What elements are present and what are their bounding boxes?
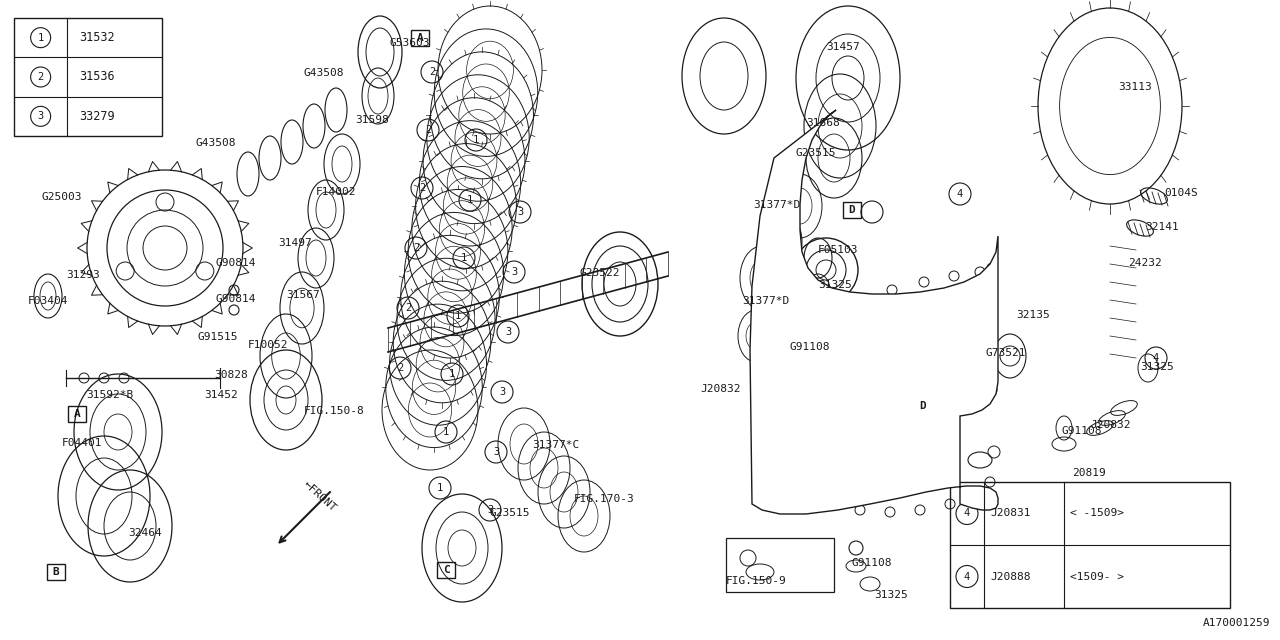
Text: F05103: F05103 (818, 245, 859, 255)
Text: G25003: G25003 (42, 192, 82, 202)
Text: 1: 1 (449, 369, 456, 379)
Text: 32135: 32135 (1016, 310, 1050, 320)
Text: F10052: F10052 (248, 340, 288, 350)
Text: G90814: G90814 (215, 258, 256, 268)
Text: G73521: G73521 (986, 348, 1025, 358)
Text: 1: 1 (461, 253, 467, 263)
Text: 3: 3 (511, 267, 517, 277)
Text: 31293: 31293 (67, 270, 100, 280)
Text: A: A (416, 33, 424, 43)
Text: 31536: 31536 (79, 70, 115, 83)
Text: G91108: G91108 (1062, 426, 1102, 436)
Text: 31325: 31325 (818, 280, 851, 290)
Text: D: D (849, 205, 855, 215)
Text: G91108: G91108 (852, 558, 892, 568)
Text: J20888: J20888 (989, 572, 1030, 582)
Text: 33113: 33113 (1117, 82, 1152, 92)
Text: 2: 2 (397, 363, 403, 373)
Text: 2: 2 (425, 125, 431, 135)
Text: 3: 3 (493, 447, 499, 457)
Text: J20831: J20831 (989, 509, 1030, 518)
Text: 4: 4 (957, 189, 963, 199)
Text: G43508: G43508 (303, 68, 343, 78)
Text: 32141: 32141 (1146, 222, 1179, 232)
Text: J20832: J20832 (700, 384, 741, 394)
Text: 3: 3 (486, 505, 493, 515)
Text: 1: 1 (436, 483, 443, 493)
Bar (411, 30, 429, 46)
Text: 4: 4 (964, 509, 970, 518)
Bar (436, 562, 454, 578)
Text: 33279: 33279 (79, 110, 115, 123)
Text: 2: 2 (37, 72, 44, 82)
Text: 2: 2 (404, 303, 411, 313)
Text: 2: 2 (429, 67, 435, 77)
Text: 31497: 31497 (278, 238, 312, 248)
Text: 1: 1 (472, 135, 479, 145)
Text: C: C (443, 565, 449, 575)
Text: 31457: 31457 (826, 42, 860, 52)
Text: 0104S: 0104S (1164, 188, 1198, 198)
Bar (914, 398, 932, 414)
Text: 31325: 31325 (874, 590, 908, 600)
Text: FIG.150-9: FIG.150-9 (726, 576, 786, 586)
Text: 31598: 31598 (355, 115, 389, 125)
Text: A: A (74, 409, 81, 419)
Text: 3: 3 (499, 387, 506, 397)
Text: 30828: 30828 (214, 370, 248, 380)
Text: 32464: 32464 (128, 528, 161, 538)
Text: G53603: G53603 (390, 38, 430, 48)
Text: 4: 4 (1153, 353, 1160, 363)
Text: F14002: F14002 (316, 187, 357, 197)
Text: G91108: G91108 (790, 342, 831, 352)
Text: 1: 1 (37, 33, 44, 43)
Text: 31592*B: 31592*B (86, 390, 133, 400)
Text: 3: 3 (37, 111, 44, 122)
Text: 31452: 31452 (204, 390, 238, 400)
Text: 20819: 20819 (1073, 468, 1106, 478)
Text: FIG.170-3: FIG.170-3 (573, 494, 635, 504)
Text: F04401: F04401 (61, 438, 102, 448)
Text: G23522: G23522 (580, 268, 621, 278)
Text: G23515: G23515 (490, 508, 530, 518)
Text: A170001259: A170001259 (1202, 618, 1270, 628)
Text: <1509- >: <1509- > (1070, 572, 1124, 582)
Text: 24232: 24232 (1128, 258, 1162, 268)
Text: 31532: 31532 (79, 31, 115, 44)
Bar (726, 538, 835, 592)
Text: 31377*C: 31377*C (532, 440, 580, 450)
Polygon shape (750, 110, 998, 514)
Text: 31567: 31567 (285, 290, 320, 300)
Bar (47, 564, 65, 580)
Text: F03404: F03404 (28, 296, 69, 306)
Text: 3: 3 (517, 207, 524, 217)
Text: 1: 1 (467, 195, 474, 205)
Text: G90814: G90814 (215, 294, 256, 304)
Bar (68, 406, 86, 422)
Bar (950, 482, 1230, 608)
Text: 31377*D: 31377*D (742, 296, 790, 306)
Text: FIG.150-8: FIG.150-8 (303, 406, 365, 416)
Text: < -1509>: < -1509> (1070, 509, 1124, 518)
Text: G23515: G23515 (796, 148, 837, 158)
Text: G91515: G91515 (198, 332, 238, 342)
Bar (14, 18, 163, 136)
Text: 31668: 31668 (806, 118, 840, 128)
Text: 1: 1 (443, 427, 449, 437)
Text: 31325: 31325 (1140, 362, 1174, 372)
Bar (844, 202, 861, 218)
Text: G43508: G43508 (196, 138, 237, 148)
Text: 2: 2 (419, 183, 425, 193)
Text: 31377*D: 31377*D (753, 200, 800, 210)
Text: 2: 2 (413, 243, 419, 253)
Text: J20832: J20832 (1091, 420, 1130, 430)
Text: 4: 4 (964, 572, 970, 582)
Text: ←FRONT: ←FRONT (301, 479, 338, 513)
Text: D: D (919, 401, 927, 411)
Text: B: B (52, 567, 59, 577)
Text: 3: 3 (504, 327, 511, 337)
Text: 1: 1 (454, 311, 461, 321)
